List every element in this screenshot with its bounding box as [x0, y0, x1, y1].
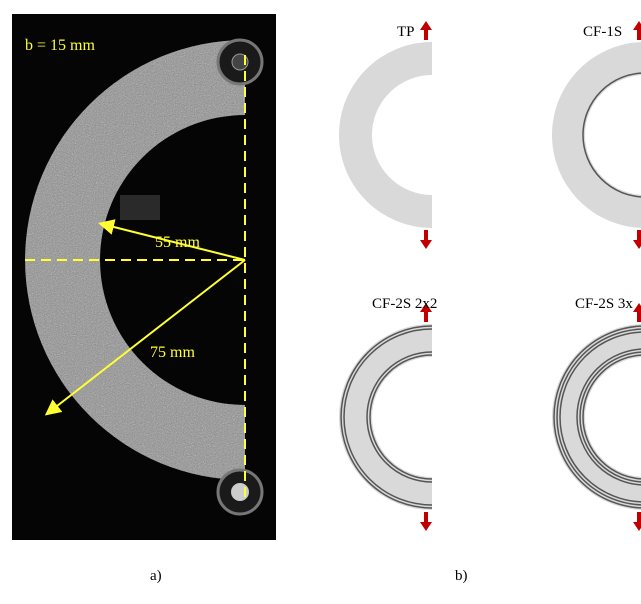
specimen-label: CF-1S — [583, 24, 622, 40]
caption-a: a) — [150, 568, 162, 584]
caption-b: b) — [455, 568, 468, 584]
load-arrow — [420, 230, 432, 249]
specimen — [339, 324, 432, 510]
specimen-panel: TP CF-1S CF-2S 2x2 CF-2S 3x — [339, 21, 641, 531]
photo-panel: b = 15 mm 55 mm 75 mm — [12, 14, 276, 540]
specimen-label: CF-2S 2x2 — [372, 296, 437, 312]
load-arrow — [633, 230, 641, 249]
figure: b = 15 mm 55 mm 75 mm a) b) TP CF-1S CF-2S… — [0, 0, 641, 604]
specimen — [552, 324, 641, 510]
specimen-label: CF-2S 3x — [575, 296, 633, 312]
load-arrow — [420, 21, 432, 40]
width-label: b = 15 mm — [25, 37, 95, 54]
outer-radius-label: 75 mm — [150, 344, 195, 361]
specimen — [552, 42, 641, 228]
specimen — [339, 42, 432, 228]
load-arrow — [633, 303, 641, 322]
specimen-label: TP — [397, 24, 415, 40]
load-arrow — [633, 21, 641, 40]
load-arrow — [633, 512, 641, 531]
inner-radius-label: 55 mm — [155, 234, 200, 251]
load-arrow — [420, 512, 432, 531]
